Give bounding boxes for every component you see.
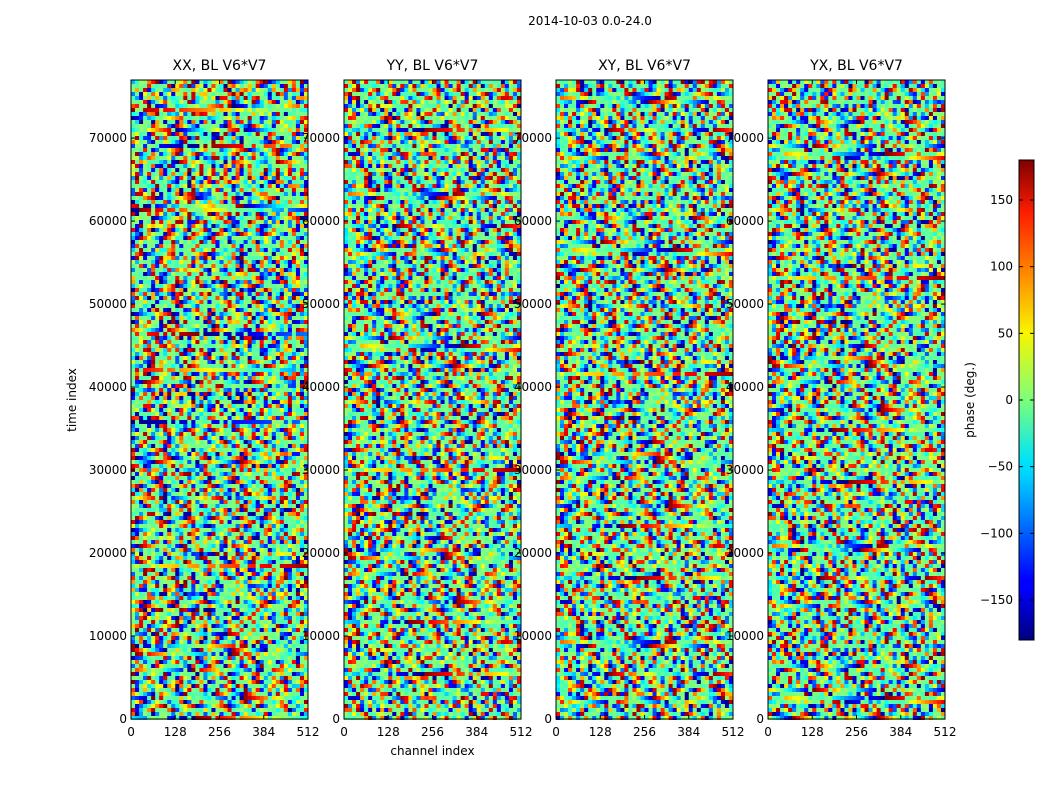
y-tick-label: 20000 xyxy=(302,546,340,560)
heatmap-texture-xx xyxy=(131,80,309,720)
x-tick-label: 0 xyxy=(764,725,772,739)
y-tick-label: 70000 xyxy=(514,131,552,145)
panel-xx: 0 128 256 384 512 0 10000 20000 30000 40000 50000 6… xyxy=(89,79,320,739)
y-tick-label: 10000 xyxy=(302,629,340,643)
x-tick-label: 128 xyxy=(589,725,612,739)
y-tick-label: 50000 xyxy=(514,297,552,311)
y-tick-label: 50000 xyxy=(89,297,127,311)
x-tick-label: 384 xyxy=(677,725,700,739)
y-tick-label: 0 xyxy=(332,712,340,726)
heatmap-texture-yx xyxy=(768,80,946,720)
y-tick-label: 30000 xyxy=(514,463,552,477)
x-tick-label: 128 xyxy=(164,725,187,739)
x-tick-label: 0 xyxy=(127,725,135,739)
panel-title-xx: XX, BL V6*V7 xyxy=(131,58,308,74)
y-tick-label: 30000 xyxy=(726,463,764,477)
x-tick-label: 128 xyxy=(377,725,400,739)
x-tick-label: 128 xyxy=(801,725,824,739)
y-tick-label: 0 xyxy=(756,712,764,726)
y-tick-label: 60000 xyxy=(726,214,764,228)
colorbar-tick-label: −100 xyxy=(980,526,1013,540)
y-tick-label: 60000 xyxy=(514,214,552,228)
colorbar-tick-label: −50 xyxy=(988,460,1013,474)
y-tick-label: 20000 xyxy=(514,546,552,560)
figure-suptitle: 2014-10-03 0.0-24.0 xyxy=(0,14,1050,28)
x-tick-label: 256 xyxy=(421,725,444,739)
colorbar-tick-label: 150 xyxy=(990,193,1013,207)
x-axis-label: channel index xyxy=(344,744,521,758)
x-tick-label: 512 xyxy=(510,725,533,739)
colorbar-tick-label: 100 xyxy=(990,260,1013,274)
y-tick-label: 60000 xyxy=(302,214,340,228)
x-tick-label: 256 xyxy=(208,725,231,739)
x-tick-label: 256 xyxy=(845,725,868,739)
panel-yx: 0 128 256 384 512 0 10000 20000 30000 40000 50000 6… xyxy=(726,79,957,739)
panel-title-yx: YX, BL V6*V7 xyxy=(768,58,945,74)
y-tick-label: 60000 xyxy=(89,214,127,228)
y-tick-label: 0 xyxy=(544,712,552,726)
y-tick-label: 0 xyxy=(119,712,127,726)
y-tick-label: 40000 xyxy=(302,380,340,394)
x-tick-label: 512 xyxy=(722,725,745,739)
x-tick-label: 384 xyxy=(889,725,912,739)
x-tick-label: 256 xyxy=(633,725,656,739)
y-tick-label: 40000 xyxy=(514,380,552,394)
colorbar-tick-label: −150 xyxy=(980,593,1013,607)
heatmap-texture-xy xyxy=(556,80,734,720)
y-tick-label: 50000 xyxy=(302,297,340,311)
y-tick-label: 70000 xyxy=(302,131,340,145)
colorbar-tick-label: 50 xyxy=(998,326,1013,340)
y-tick-label: 30000 xyxy=(89,463,127,477)
y-tick-label: 20000 xyxy=(726,546,764,560)
x-tick-label: 512 xyxy=(934,725,957,739)
panel-title-xy: XY, BL V6*V7 xyxy=(556,58,733,74)
x-tick-label: 384 xyxy=(465,725,488,739)
y-tick-label: 10000 xyxy=(514,629,552,643)
y-tick-label: 30000 xyxy=(302,463,340,477)
y-tick-label: 20000 xyxy=(89,546,127,560)
x-tick-label: 512 xyxy=(297,725,320,739)
y-tick-label: 50000 xyxy=(726,297,764,311)
heatmap-texture-yy xyxy=(344,80,522,720)
y-tick-label: 40000 xyxy=(89,380,127,394)
y-tick-label: 40000 xyxy=(726,380,764,394)
x-tick-label: 384 xyxy=(252,725,275,739)
x-tick-label: 0 xyxy=(552,725,560,739)
y-tick-label: 70000 xyxy=(89,131,127,145)
panel-title-yy: YY, BL V6*V7 xyxy=(344,58,521,74)
y-tick-label: 10000 xyxy=(726,629,764,643)
colorbar-tick-label: 0 xyxy=(1005,393,1013,407)
y-tick-label: 10000 xyxy=(89,629,127,643)
panel-yy: 0 128 256 384 512 0 10000 20000 30000 40000 50000 6… xyxy=(302,79,533,739)
y-tick-label: 70000 xyxy=(726,131,764,145)
panel-xy: 0 128 256 384 512 0 10000 20000 30000 40000 50000 6… xyxy=(514,79,745,739)
x-tick-label: 0 xyxy=(340,725,348,739)
